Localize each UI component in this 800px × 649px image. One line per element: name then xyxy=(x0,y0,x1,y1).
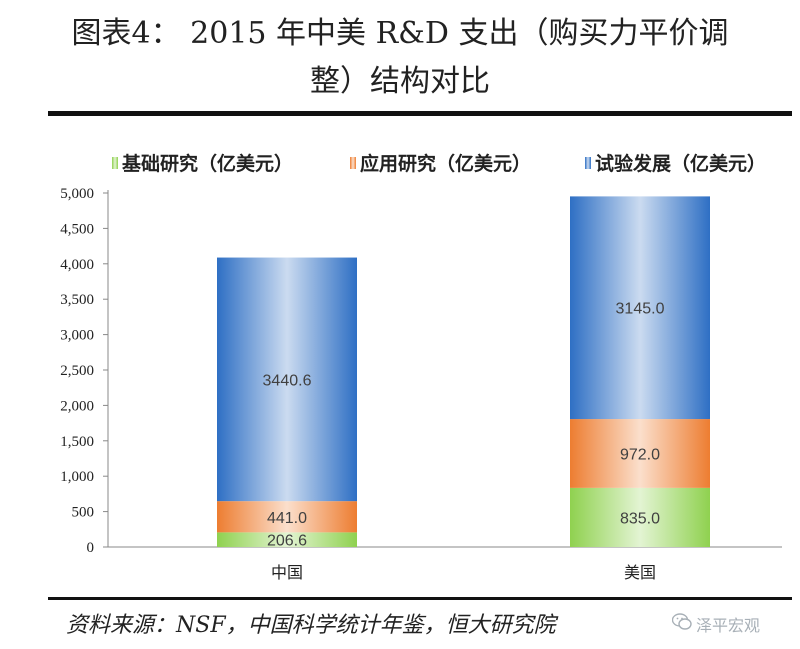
bar-segment xyxy=(217,532,357,547)
bar-segment xyxy=(217,257,357,502)
y-tick-label: 5,000 xyxy=(60,186,94,202)
bar-segment xyxy=(570,487,710,547)
data-label: 3145.0 xyxy=(616,301,665,318)
watermark-text: 泽平宏观 xyxy=(696,616,761,635)
legend-swatch xyxy=(585,157,591,169)
y-tick-label: 2,500 xyxy=(60,363,94,379)
watermark: 泽平宏观 xyxy=(672,610,792,636)
chart-title-line1: 图表4： 2015 年中美 R&D 支出（购买力平价调 xyxy=(71,16,729,51)
bar-segment xyxy=(570,419,710,488)
bottom-rule xyxy=(48,597,792,600)
y-tick-label: 4,000 xyxy=(60,257,94,273)
y-tick-label: 2,000 xyxy=(60,398,94,414)
wechat-icon xyxy=(672,613,692,630)
y-tick-label: 3,500 xyxy=(60,292,94,308)
legend-label: 基础研究（亿美元） xyxy=(121,152,293,175)
chart-title-line2: 整）结构对比 xyxy=(310,64,490,99)
y-tick-label: 500 xyxy=(72,505,95,521)
bar-segment xyxy=(217,501,357,533)
source-note: 资料来源：NSF，中国科学统计年鉴，恒大研究院 xyxy=(66,613,556,638)
legend-swatch xyxy=(350,157,356,169)
legend-label: 应用研究（亿美元） xyxy=(360,152,531,175)
top-rule xyxy=(48,111,792,116)
legend-swatch xyxy=(112,157,118,169)
chart-title: 图表4： 2015 年中美 R&D 支出（购买力平价调 整）结构对比 xyxy=(0,10,800,106)
legend-label: 试验发展（亿美元） xyxy=(595,152,766,175)
x-tick-label: 美国 xyxy=(624,563,656,582)
y-tick-label: 4,500 xyxy=(60,221,94,237)
data-label: 206.6 xyxy=(267,533,307,550)
data-label: 972.0 xyxy=(620,446,660,463)
bar-segment xyxy=(570,196,710,420)
data-label: 3440.6 xyxy=(263,372,312,389)
x-tick-label: 中国 xyxy=(271,563,303,582)
y-tick-label: 3,000 xyxy=(60,328,94,344)
data-label: 441.0 xyxy=(267,510,307,527)
data-label: 835.0 xyxy=(620,510,660,527)
y-tick-label: 1,500 xyxy=(60,434,94,450)
y-tick-label: 0 xyxy=(87,540,95,556)
y-tick-label: 1,000 xyxy=(60,469,94,485)
